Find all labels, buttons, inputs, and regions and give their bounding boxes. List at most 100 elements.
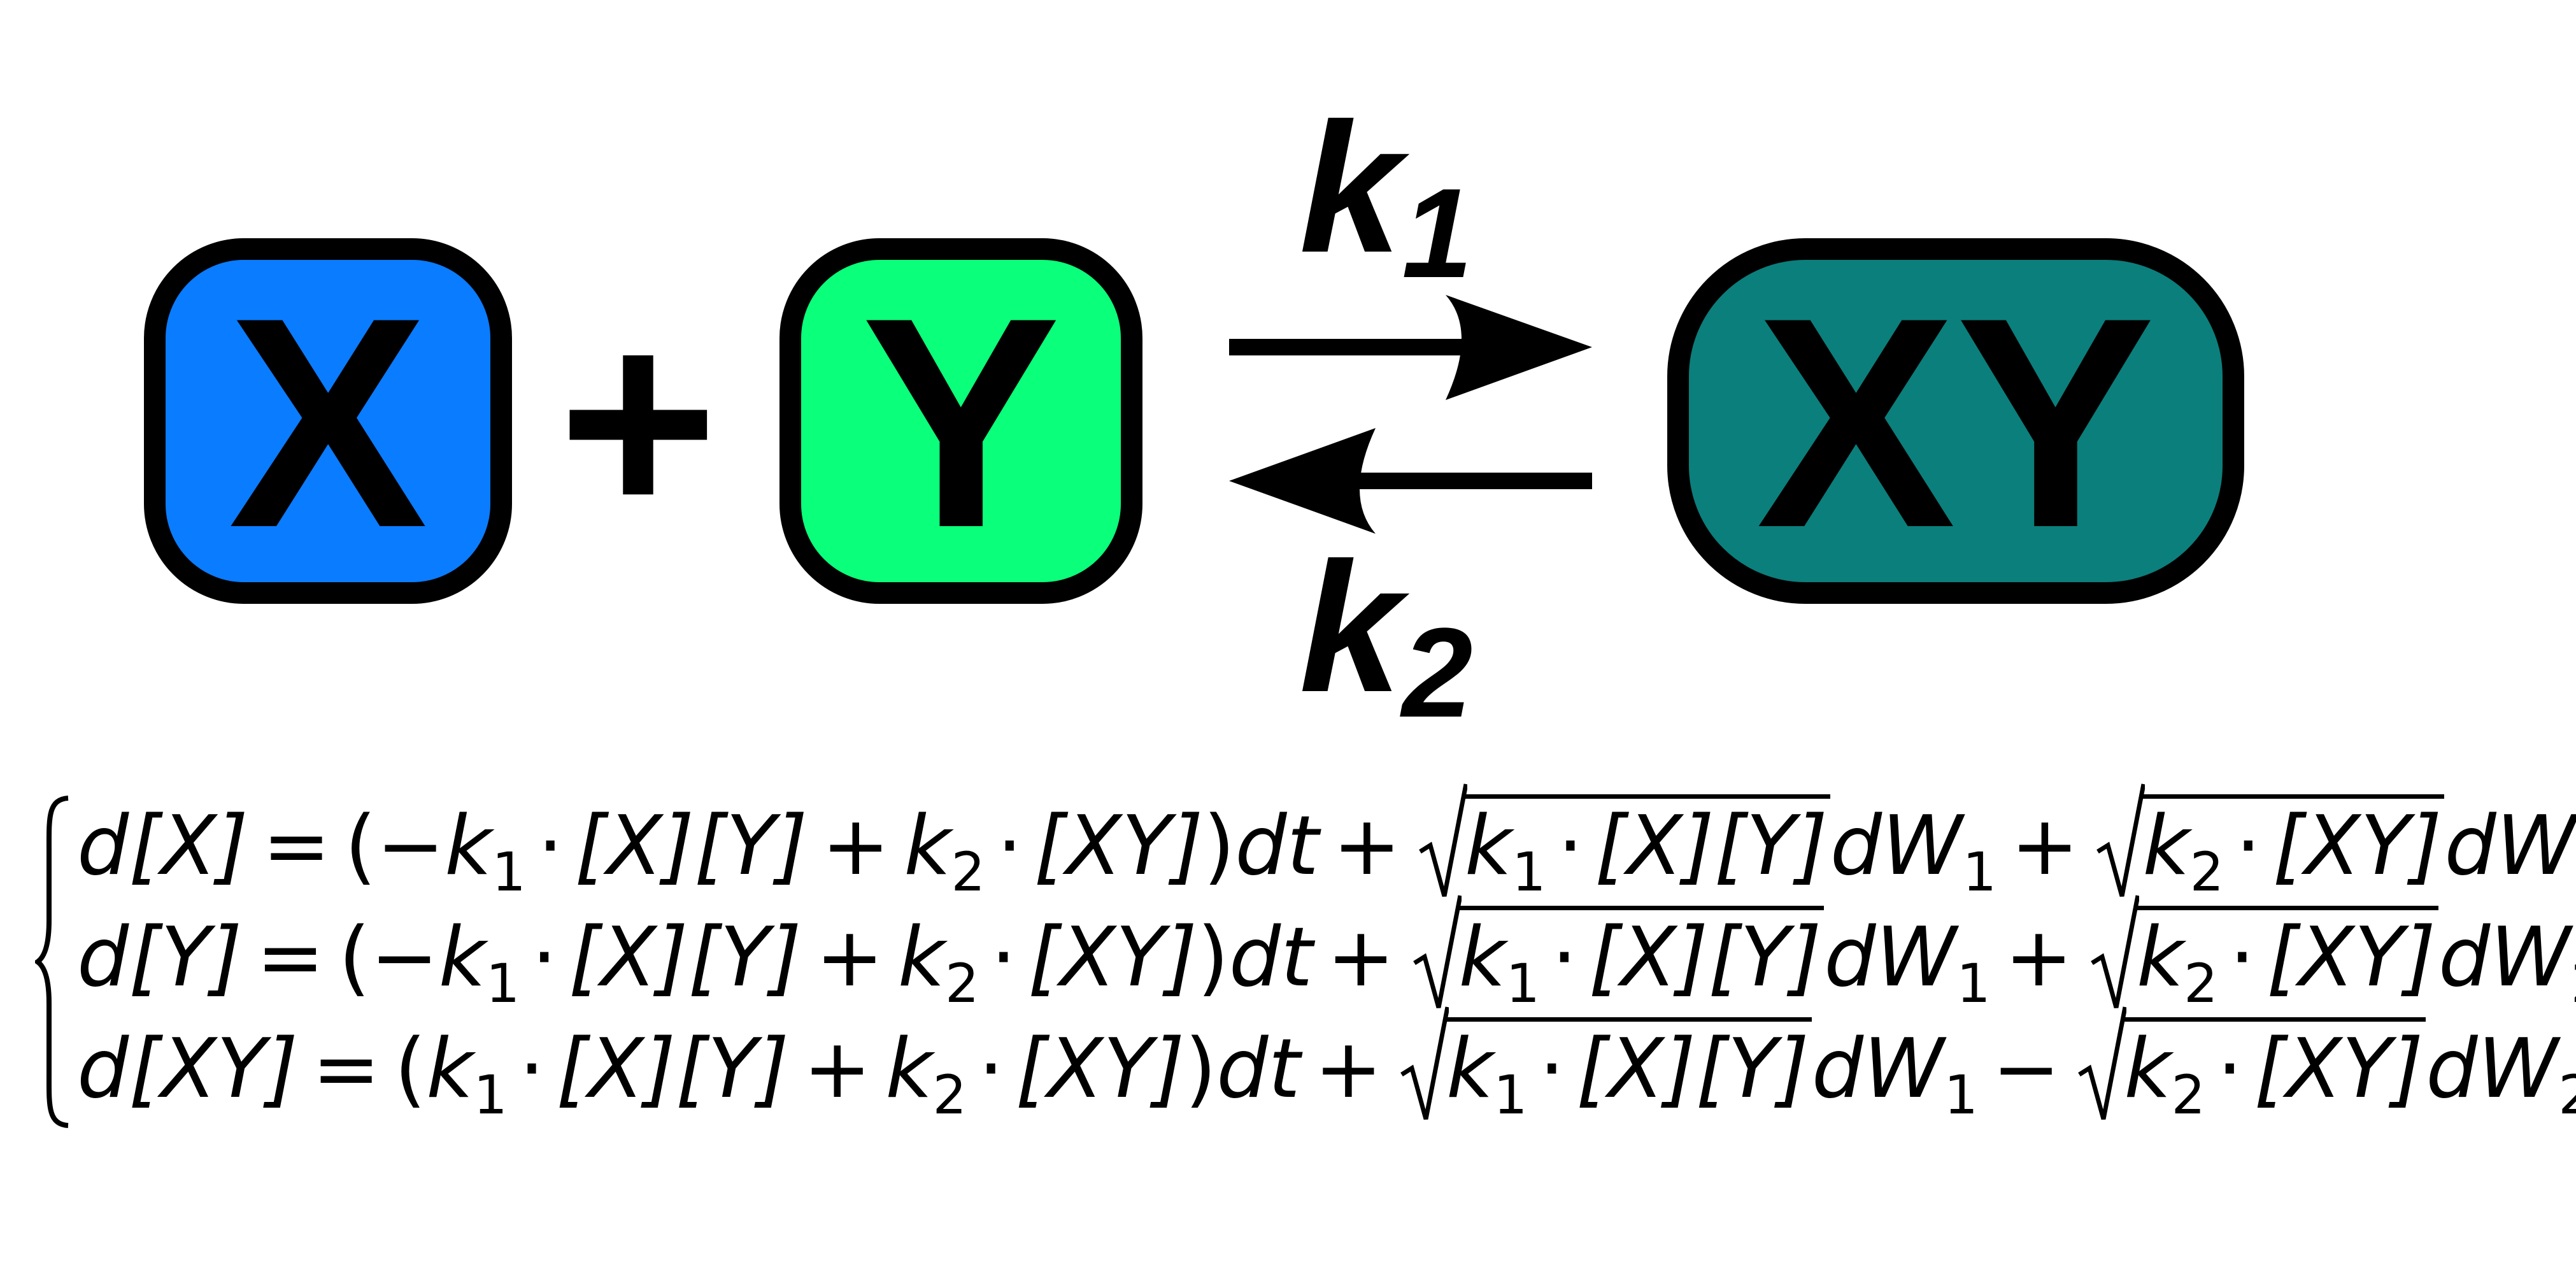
sde-system: d[X] = (−k1 · [X][Y] + k2 · [XY])dt + k1 · [X][Y]dW1… [35,783,2576,1131]
forward-rate-symbol: k [1299,85,1412,291]
multiply-dot: · [537,799,564,894]
plus-sign: + [558,269,718,575]
left-brace-icon [35,796,69,1128]
rate-k1-subscript: 1 [473,1064,508,1126]
noise-2-sign: − [1992,1022,2061,1117]
rate-k2: k [2124,1022,2172,1117]
time-differential: dt [1235,799,1319,894]
forward-arrow-icon [1229,295,1592,400]
drift-sign: − [370,910,439,1005]
reactant-concentrations: [X][Y] [1595,799,1828,894]
radical-icon [1413,895,1462,1008]
rate-k2: k [897,910,946,1005]
noise-2-sign: + [2004,910,2073,1005]
plus-sign: + [822,799,890,894]
plus-sign: + [1314,1022,1383,1117]
radical-icon [2091,895,2139,1008]
complex-concentration: [XY] [1034,799,1204,894]
multiply-dot: · [978,1022,1004,1117]
drift-sign: − [376,799,445,894]
multiply-dot: · [2235,799,2261,894]
svg-text:k2: k2 [1299,524,1473,744]
equation-x: d[X] = (−k1 · [X][Y] + k2 · [XY])dt + k1 · [X][Y]dW1… [77,783,2576,903]
species-y: Y [779,238,1142,604]
rate-k2: k [2142,799,2190,894]
close-paren: ) [1197,910,1229,1005]
species-x: X [144,238,512,604]
multiply-dot: · [996,799,1023,894]
multiply-dot: · [2229,910,2256,1005]
rate-k1: k [1458,910,1506,1005]
equation-xy: d[XY] = (k1 · [X][Y] + k2 · [XY])dt + k1 · [X][Y]dW1… [77,1006,2576,1126]
multiply-dot: · [531,910,558,1005]
species-y-box [779,238,1142,604]
reactant-concentrations: [X][Y] [556,1022,790,1117]
equals-sign: = [256,910,325,1005]
reaction-scheme: X + Y k1 k2 XY [144,85,2244,744]
species-xy-box [1667,238,2244,604]
radical-icon [1419,783,1468,897]
sqrt-forward: k1 · [X][Y] [1419,783,1830,903]
sqrt-reverse: k2 · [XY] [2091,895,2438,1015]
sqrt-forward: k1 · [X][Y] [1400,1006,1812,1126]
equation-x-lhs: d[X] [77,799,248,894]
species-x-box [144,238,512,604]
species-xy: XY [1667,238,2244,604]
reverse-arrow-icon [1229,428,1592,534]
multiply-dot: · [518,1022,545,1117]
sqrt-reverse: k2 · [XY] [2096,783,2445,903]
multiply-dot: · [2216,1022,2243,1117]
forward-rate-subscript: 1 [1402,162,1472,304]
reverse-rate-subscript: 2 [1399,602,1472,744]
equation-xy-lhs: d[XY] [77,1022,298,1117]
multiply-dot: · [1551,910,1577,1005]
rate-k1-subscript: 1 [492,841,526,903]
forward-rate-label: k1 [1299,85,1473,304]
rate-k2: k [885,1022,933,1117]
complex-concentration: [XY] [2272,799,2442,894]
sqrt-forward: k1 · [X][Y] [1413,895,1825,1015]
wiener-1-subscript: 1 [1962,841,1997,903]
multiply-dot: · [990,910,1017,1005]
open-paren: ( [338,910,371,1005]
wiener-1-subscript: 1 [1956,952,1991,1015]
species-y-label: Y [861,255,1061,590]
wiener-2-subscript: 2 [2571,952,2576,1015]
complex-concentration: [XY] [2266,910,2436,1005]
reactant-concentrations: [X][Y] [1588,910,1822,1005]
reverse-rate-symbol: k [1299,524,1412,731]
rate-k1: k [438,910,486,1005]
equals-sign: = [312,1022,381,1117]
radical-icon [1400,1006,1449,1120]
reactant-concentrations: [X][Y] [569,910,802,1005]
open-paren: ( [345,799,376,894]
rate-k2: k [904,799,951,894]
complex-concentration: [XY] [1015,1022,1185,1117]
rate-k2-subscript: 2 [951,841,985,903]
plus-sign: + [1327,910,1395,1005]
rate-k1-subscript: 1 [1512,841,1546,903]
time-differential: dt [1216,1022,1300,1117]
plus-sign: + [815,910,884,1005]
rate-k1-subscript: 1 [1505,952,1541,1015]
close-paren: ) [1185,1022,1217,1117]
wiener-differential: dW [2438,910,2571,1005]
rate-k1-subscript: 1 [1493,1064,1528,1126]
wiener-differential: dW [1824,910,1957,1005]
rate-k1: k [1446,1022,1494,1117]
rate-k1: k [426,1022,474,1117]
plus-sign: + [803,1022,872,1117]
complex-concentration: [XY] [2254,1022,2424,1117]
close-paren: ) [1203,799,1235,894]
radical-icon [2096,783,2145,897]
sqrt-reverse: k2 · [XY] [2078,1006,2426,1126]
svg-text:k1: k1 [1299,85,1473,304]
equals-sign: = [262,799,331,894]
radical-icon [2078,1006,2127,1120]
species-xy-label: XY [1756,255,2156,590]
multiply-dot: · [1539,1022,1565,1117]
time-differential: dt [1228,910,1313,1005]
species-x-label: X [228,255,429,590]
wiener-differential: dW [2426,1022,2559,1117]
noise-2-sign: + [2010,799,2079,894]
